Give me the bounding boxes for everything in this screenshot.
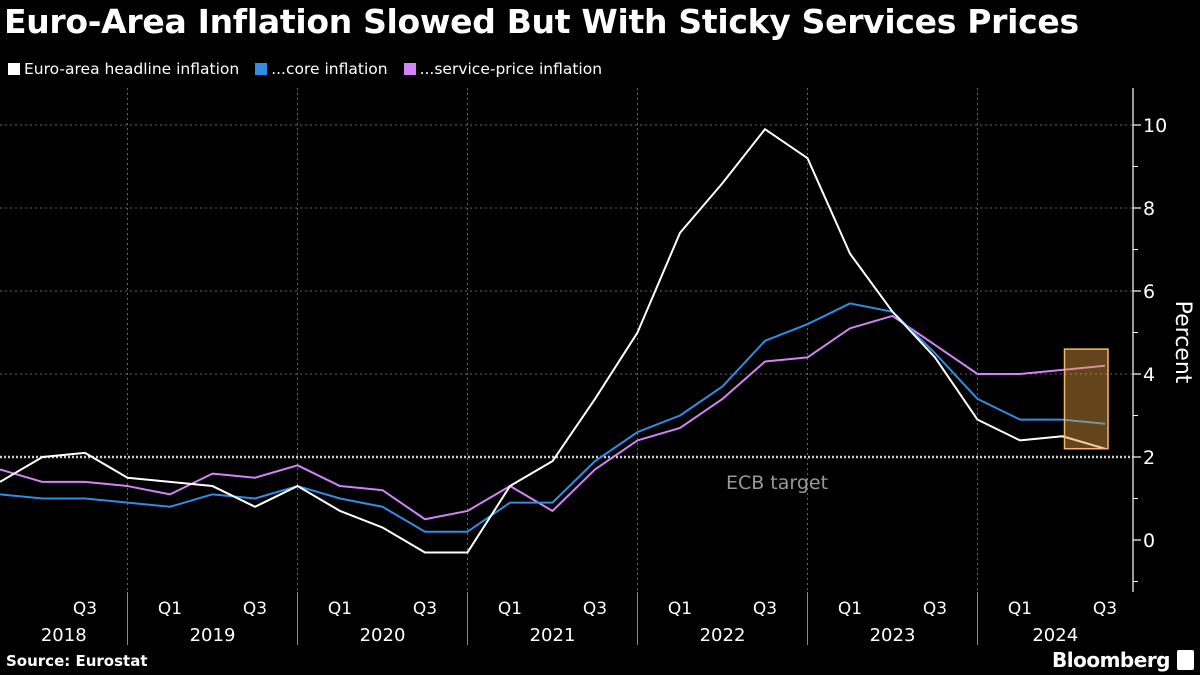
x-tick-label: Q3 <box>73 599 97 619</box>
year-label: 2020 <box>360 625 406 646</box>
x-tick-label: Q3 <box>753 599 777 619</box>
x-tick-label: Q1 <box>1008 599 1032 619</box>
year-label: 2023 <box>870 625 916 646</box>
y-tick-label: 8 <box>1143 198 1155 220</box>
y-tick-label: 0 <box>1143 530 1155 552</box>
legend-label: Euro-area headline inflation <box>24 60 240 78</box>
x-tick-label: Q1 <box>838 599 862 619</box>
legend-label: ...core inflation <box>271 60 388 78</box>
legend: Euro-area headline inflation ...core inf… <box>8 60 602 78</box>
legend-swatch <box>403 63 416 75</box>
x-tick-label: Q3 <box>923 599 947 619</box>
year-label: 2022 <box>700 625 746 646</box>
year-label: 2021 <box>530 625 576 646</box>
x-tick-label: Q1 <box>158 599 182 619</box>
legend-item-headline: Euro-area headline inflation <box>8 60 239 78</box>
highlight-box <box>1063 348 1109 450</box>
y-tick-label: 10 <box>1143 115 1167 137</box>
series-line-0 <box>0 128 1106 554</box>
y-axis-label: Percent <box>1170 301 1195 384</box>
series-line-2 <box>0 314 1106 521</box>
x-tick-label: Q3 <box>413 599 437 619</box>
x-tick-label: Q1 <box>668 599 692 619</box>
legend-item-core: ...core inflation <box>255 60 388 78</box>
legend-item-services: ...service-price inflation <box>403 60 603 78</box>
year-label: 2018 <box>41 625 87 646</box>
y-tick-label: 2 <box>1143 447 1155 469</box>
y-tick-label: 4 <box>1143 364 1155 386</box>
legend-swatch <box>255 63 268 75</box>
chart-title: Euro-Area Inflation Slowed But With Stic… <box>4 2 1079 41</box>
source-note: Source: Eurostat <box>6 652 148 670</box>
x-tick-label: Q3 <box>583 599 607 619</box>
bloomberg-mark-icon <box>1177 650 1194 670</box>
x-tick-label: Q1 <box>498 599 522 619</box>
bloomberg-logo: Bloomberg <box>1052 648 1170 672</box>
legend-swatch <box>8 63 20 75</box>
y-tick-label: 6 <box>1143 281 1155 303</box>
x-tick-label: Q3 <box>1093 599 1117 619</box>
x-tick-label: Q3 <box>243 599 267 619</box>
series-line-1 <box>0 302 1106 533</box>
year-label: 2024 <box>1032 625 1078 646</box>
x-tick-label: Q1 <box>328 599 352 619</box>
ecb-target-label: ECB target <box>726 472 828 494</box>
legend-label: ...service-price inflation <box>419 60 603 78</box>
year-label: 2019 <box>190 625 236 646</box>
